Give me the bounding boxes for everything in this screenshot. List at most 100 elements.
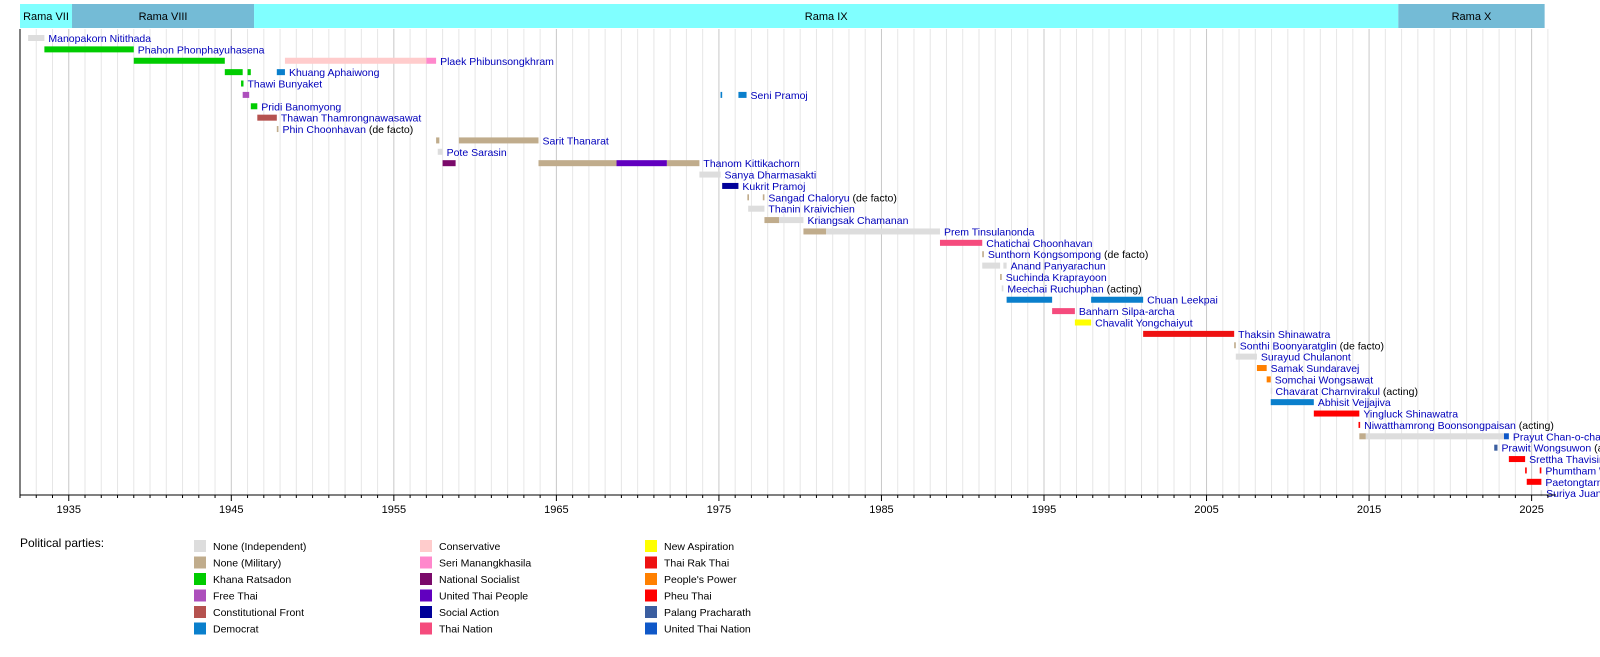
pm-label: Meechai Ruchuphan (acting) <box>1007 283 1141 295</box>
pm-label: Sarit Thanarat <box>543 135 609 147</box>
pm-label: Thaksin Shinawatra <box>1238 329 1330 341</box>
pm-label: Phin Choonhavan (de facto) <box>282 124 413 136</box>
reign-band: Rama VII Rama VIII Rama IX Rama X <box>20 4 1545 28</box>
legend-swatch <box>645 606 657 618</box>
pm-note: (de facto) <box>1101 249 1148 261</box>
legend-label: Thai Rak Thai <box>664 558 729 570</box>
term-bar <box>1091 296 1144 303</box>
term-bar <box>779 217 804 224</box>
tick-label: 1945 <box>219 504 243 516</box>
term-bar <box>720 91 723 98</box>
term-bar <box>982 251 984 258</box>
pm-label: Chavarat Charnvirakul (acting) <box>1276 386 1418 398</box>
legend-label: Khana Ratsadon <box>213 574 291 586</box>
term-bar <box>803 228 827 235</box>
year-gridlines <box>19 29 1549 495</box>
legend-title: Political parties: <box>20 536 104 550</box>
pm-label: Pote Sarasin <box>447 147 507 159</box>
term-bar <box>437 148 443 155</box>
legend-swatch <box>420 540 432 552</box>
pm-label: Sonthi Boonyaratglin (de facto) <box>1240 340 1384 352</box>
tick-label: 1995 <box>1032 504 1056 516</box>
term-bar <box>247 69 251 76</box>
pm-label: Thawan Thamrongnawasawat <box>281 113 422 125</box>
term-bar <box>1525 467 1527 474</box>
legend-label: United Thai Nation <box>664 624 751 636</box>
term-bar <box>1052 308 1075 315</box>
term-bar <box>738 91 747 98</box>
tick-label: 1975 <box>707 504 731 516</box>
legend-swatch <box>194 589 206 602</box>
legend-label: None (Military) <box>213 558 281 570</box>
legend-label: Constitutional Front <box>213 607 304 619</box>
pm-label: Phahon Phonphayuhasena <box>138 44 265 56</box>
pm-label: Suchinda Kraprayoon <box>1006 272 1107 284</box>
pm-label: Anand Panyarachun <box>1011 261 1106 273</box>
term-bar <box>1365 433 1504 440</box>
legend-swatch <box>420 589 432 602</box>
legend-swatch <box>645 540 657 552</box>
pm-label: Thanin Kraivichien <box>768 204 855 216</box>
pm-label: Seni Pramoj <box>751 90 808 102</box>
term-bar <box>242 91 250 98</box>
tick-label: 1965 <box>544 504 568 516</box>
party-legend: Political parties: None (Independent) Non… <box>20 536 751 636</box>
term-bar <box>1270 399 1314 406</box>
reign-label: Rama X <box>1452 11 1492 23</box>
pm-label: Plaek Phibunsongkhram <box>440 56 554 68</box>
pm-label: Chuan Leekpai <box>1147 295 1218 307</box>
reign-block <box>254 4 1399 28</box>
term-bar <box>241 80 244 87</box>
pm-note: (de facto) <box>366 124 413 136</box>
pm-label: Sunthorn Kongsompong (de facto) <box>988 249 1149 261</box>
pm-label: Chavalit Yongchaiyut <box>1095 318 1193 330</box>
pm-label: Prawit Wongsuwon (acting) <box>1501 443 1600 455</box>
pm-label: Phumtham Wechayachai (acting) <box>1545 465 1600 477</box>
pm-label: Banharn Silpa-archa <box>1079 306 1175 318</box>
term-bar <box>1270 387 1273 394</box>
term-bar <box>224 69 243 76</box>
tick-label: 2005 <box>1194 504 1218 516</box>
term-bar <box>257 114 277 121</box>
term-bar <box>1539 467 1542 474</box>
pm-label: Paetongtarn Shinawatra <box>1545 477 1600 489</box>
legend-swatch <box>420 573 432 585</box>
pm-label: Prem Tinsulanonda <box>944 226 1035 238</box>
legend-label: New Aspiration <box>664 541 734 553</box>
legend-swatch <box>194 573 206 585</box>
pm-label: Sanya Dharmasakti <box>725 170 817 182</box>
term-bar <box>133 57 225 64</box>
legend-swatch <box>420 556 432 569</box>
term-bar <box>1234 342 1236 349</box>
term-bar <box>276 69 285 76</box>
term-bar <box>826 228 940 235</box>
term-bar <box>250 103 258 110</box>
pm-label: Kukrit Pramoj <box>742 181 805 193</box>
legend-swatch <box>420 606 432 618</box>
reign-block <box>1398 4 1545 28</box>
legend-swatch <box>194 622 206 635</box>
term-bar <box>1503 433 1509 440</box>
legend-swatch <box>194 540 206 552</box>
term-bar <box>1508 456 1526 463</box>
term-bar <box>28 35 45 41</box>
term-bar <box>276 126 279 133</box>
legend-label: People's Power <box>664 574 737 586</box>
pm-label: Yingluck Shinawatra <box>1363 409 1458 421</box>
term-bar <box>1266 376 1271 383</box>
term-bars <box>28 35 1543 497</box>
legend-label: Social Action <box>439 607 499 619</box>
term-bar <box>722 182 739 189</box>
pm-label: Abhisit Vejjajiva <box>1318 397 1391 409</box>
pm-note: (de facto) <box>1337 340 1384 352</box>
term-bar <box>748 205 765 212</box>
tick-label: 1955 <box>382 504 406 516</box>
term-bar <box>1540 490 1543 497</box>
legend-swatch <box>194 556 206 569</box>
term-bar <box>538 160 617 167</box>
pm-label: Pridi Banomyong <box>261 101 341 113</box>
pm-label: Thanom Kittikachorn <box>703 158 799 170</box>
term-bar <box>1359 433 1366 440</box>
term-bar <box>939 239 983 246</box>
term-bar <box>616 160 667 167</box>
